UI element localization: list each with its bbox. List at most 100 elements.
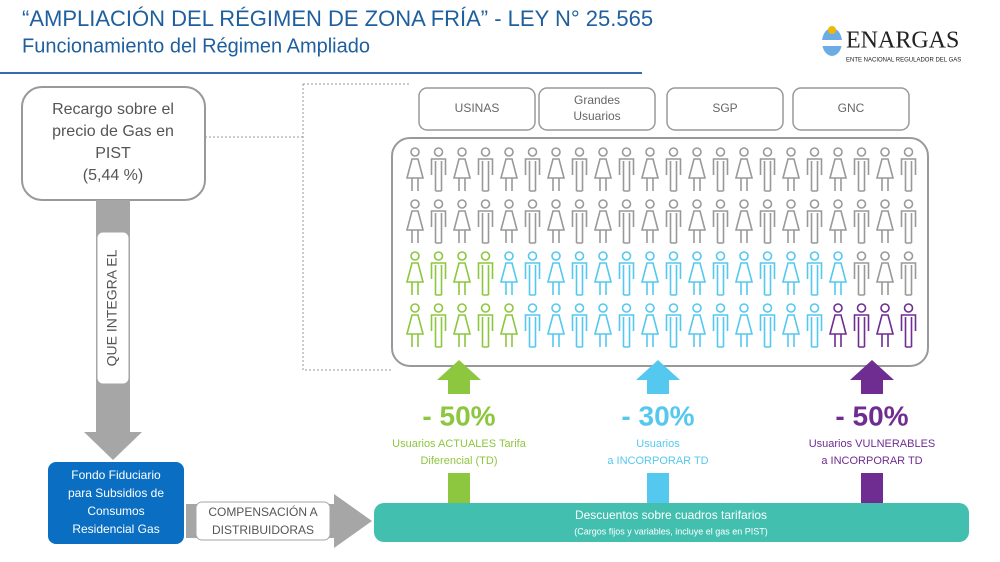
person-icon [853,199,870,244]
person-icon [593,303,613,347]
person-body [875,158,895,191]
up-arrow [850,360,894,380]
up-arrow [437,360,481,380]
person-body [665,210,682,244]
person-body [900,314,917,348]
person-body [593,210,613,243]
person-head [645,303,655,313]
person-head [645,251,655,261]
person-body [405,262,425,295]
person-head [480,303,491,313]
person-head [433,147,444,157]
person-head [809,199,820,209]
person-icon [477,147,494,192]
person-body [806,210,823,244]
dotted-connector [205,83,410,371]
person-body [759,210,776,244]
person-head [692,147,702,157]
person-head [551,303,561,313]
contributor-label: GNC [838,101,865,115]
up-arrow-stem [647,380,669,394]
person-body [828,262,848,295]
person-body [405,210,425,243]
person-head [739,303,749,313]
person-icon [734,303,754,347]
person-body [452,158,472,191]
person-body [828,158,848,191]
person-icon [712,303,729,348]
person-head [762,251,773,261]
person-head [739,199,749,209]
fund-text: Fondo Fiduciario [71,468,161,482]
person-icon [524,199,541,244]
discount-label: Usuarios ACTUALES Tarifa [392,438,527,450]
person-head [551,199,561,209]
person-head [574,251,585,261]
contributor-box [538,87,656,131]
person-icon [665,147,682,192]
up-arrow-stem [861,380,883,394]
person-head [715,303,726,313]
person-icon [759,147,776,192]
person-icon [806,251,823,296]
person-body [571,262,588,296]
person-head [880,251,890,261]
person-body [712,158,729,192]
contributor-label: Grandes [574,93,620,107]
person-body [828,210,848,243]
discount-label: a INCORPORAR TD [821,455,922,467]
person-body [806,158,823,192]
person-head [880,199,890,209]
person-body [900,158,917,192]
person-icon [900,147,917,192]
person-head [551,147,561,157]
fund-text: Consumos [87,504,144,518]
person-head [457,147,467,157]
person-icon [734,251,754,295]
discount-label: Usuarios [636,438,680,450]
person-head [410,199,420,209]
person-head [762,147,773,157]
person-head [598,303,608,313]
person-body [734,210,754,243]
compensation-box [195,501,331,541]
person-icon [618,251,635,296]
person-head [598,147,608,157]
person-body [875,314,895,347]
person-icon [477,251,494,296]
person-body [665,314,682,348]
compensation-text: COMPENSACIÓN A [208,504,317,519]
person-icon [806,147,823,192]
person-head [739,147,749,157]
person-head [715,251,726,261]
person-head [480,251,491,261]
connector-block [448,473,470,503]
person-body [781,210,801,243]
person-body [618,158,635,192]
person-head [527,251,538,261]
person-head [527,147,538,157]
up-arrow [636,360,680,380]
person-body [900,210,917,244]
discount-percent: - 50% [835,400,908,431]
person-icon [571,147,588,192]
discount-label: Usuarios VULNERABLES [809,438,936,450]
person-icon [593,199,613,243]
person-head [786,199,796,209]
person-body [759,262,776,296]
person-head [668,199,679,209]
contributor-label: Usuarios [573,109,620,123]
logo-emblem [822,26,842,56]
person-head [457,303,467,313]
person-head [833,199,843,209]
person-body [430,314,447,348]
person-body [618,210,635,244]
person-body [593,314,613,347]
person-icon [524,303,541,348]
person-head [762,303,773,313]
person-head [833,251,843,261]
person-icon [853,147,870,192]
person-head [692,251,702,261]
person-icon [640,303,660,347]
